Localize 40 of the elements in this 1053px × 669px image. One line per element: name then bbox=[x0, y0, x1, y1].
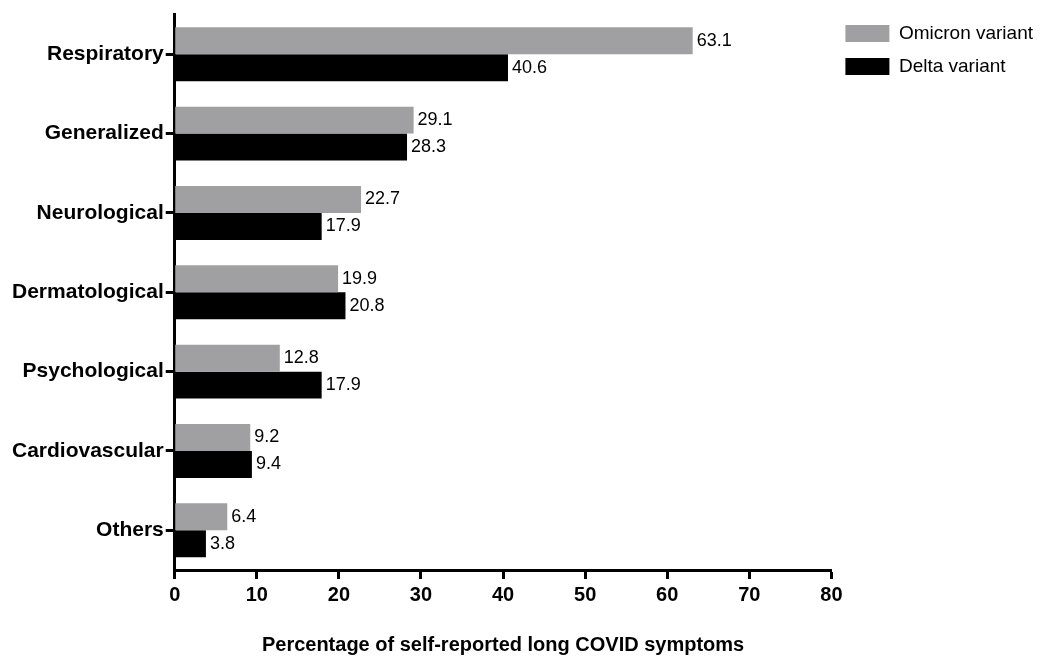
y-tick-label: Respiratory bbox=[47, 41, 165, 65]
bar bbox=[175, 424, 251, 451]
data-label: 17.9 bbox=[325, 215, 361, 236]
data-label: 29.1 bbox=[417, 109, 453, 130]
data-label: 20.8 bbox=[349, 294, 385, 315]
x-tick-label: 0 bbox=[169, 582, 181, 605]
data-label: 9.2 bbox=[254, 426, 280, 447]
data-label: 12.8 bbox=[283, 347, 319, 368]
bar bbox=[175, 185, 362, 213]
bar bbox=[175, 27, 693, 55]
x-tick-label: 60 bbox=[656, 582, 679, 605]
bar bbox=[175, 503, 228, 531]
data-label: 40.6 bbox=[512, 56, 548, 77]
data-label: 3.8 bbox=[209, 532, 235, 553]
bar bbox=[175, 106, 414, 134]
y-tick-label: Dermatological bbox=[12, 279, 164, 303]
x-tick-label: 10 bbox=[245, 582, 268, 605]
x-tick-label: 80 bbox=[820, 582, 843, 605]
legend-label: Omicron variant bbox=[898, 21, 1034, 43]
y-tick-label: Psychological bbox=[22, 358, 164, 382]
y-tick-label: Generalized bbox=[44, 120, 164, 144]
bar bbox=[175, 344, 280, 372]
x-tick-label: 40 bbox=[491, 582, 515, 605]
y-tick-label: Cardiovascular bbox=[11, 437, 164, 461]
data-label: 22.7 bbox=[365, 188, 401, 209]
x-tick-label: 30 bbox=[409, 582, 433, 605]
data-label: 19.9 bbox=[342, 267, 378, 288]
x-tick-label: 70 bbox=[738, 582, 761, 605]
x-tick-label: 50 bbox=[574, 582, 597, 605]
y-tick-label: Neurological bbox=[36, 199, 164, 223]
y-tick-label: Others bbox=[96, 517, 164, 541]
data-label: 63.1 bbox=[696, 29, 732, 50]
bar bbox=[175, 265, 339, 293]
x-tick-label: 20 bbox=[327, 582, 351, 605]
data-label: 6.4 bbox=[231, 505, 257, 526]
legend-label: Delta variant bbox=[898, 54, 1007, 76]
x-axis-title: Percentage of self-reported long COVID symptoms bbox=[261, 632, 745, 655]
data-label: 28.3 bbox=[411, 136, 447, 157]
data-label: 9.4 bbox=[255, 453, 281, 474]
data-label: 17.9 bbox=[325, 374, 361, 395]
